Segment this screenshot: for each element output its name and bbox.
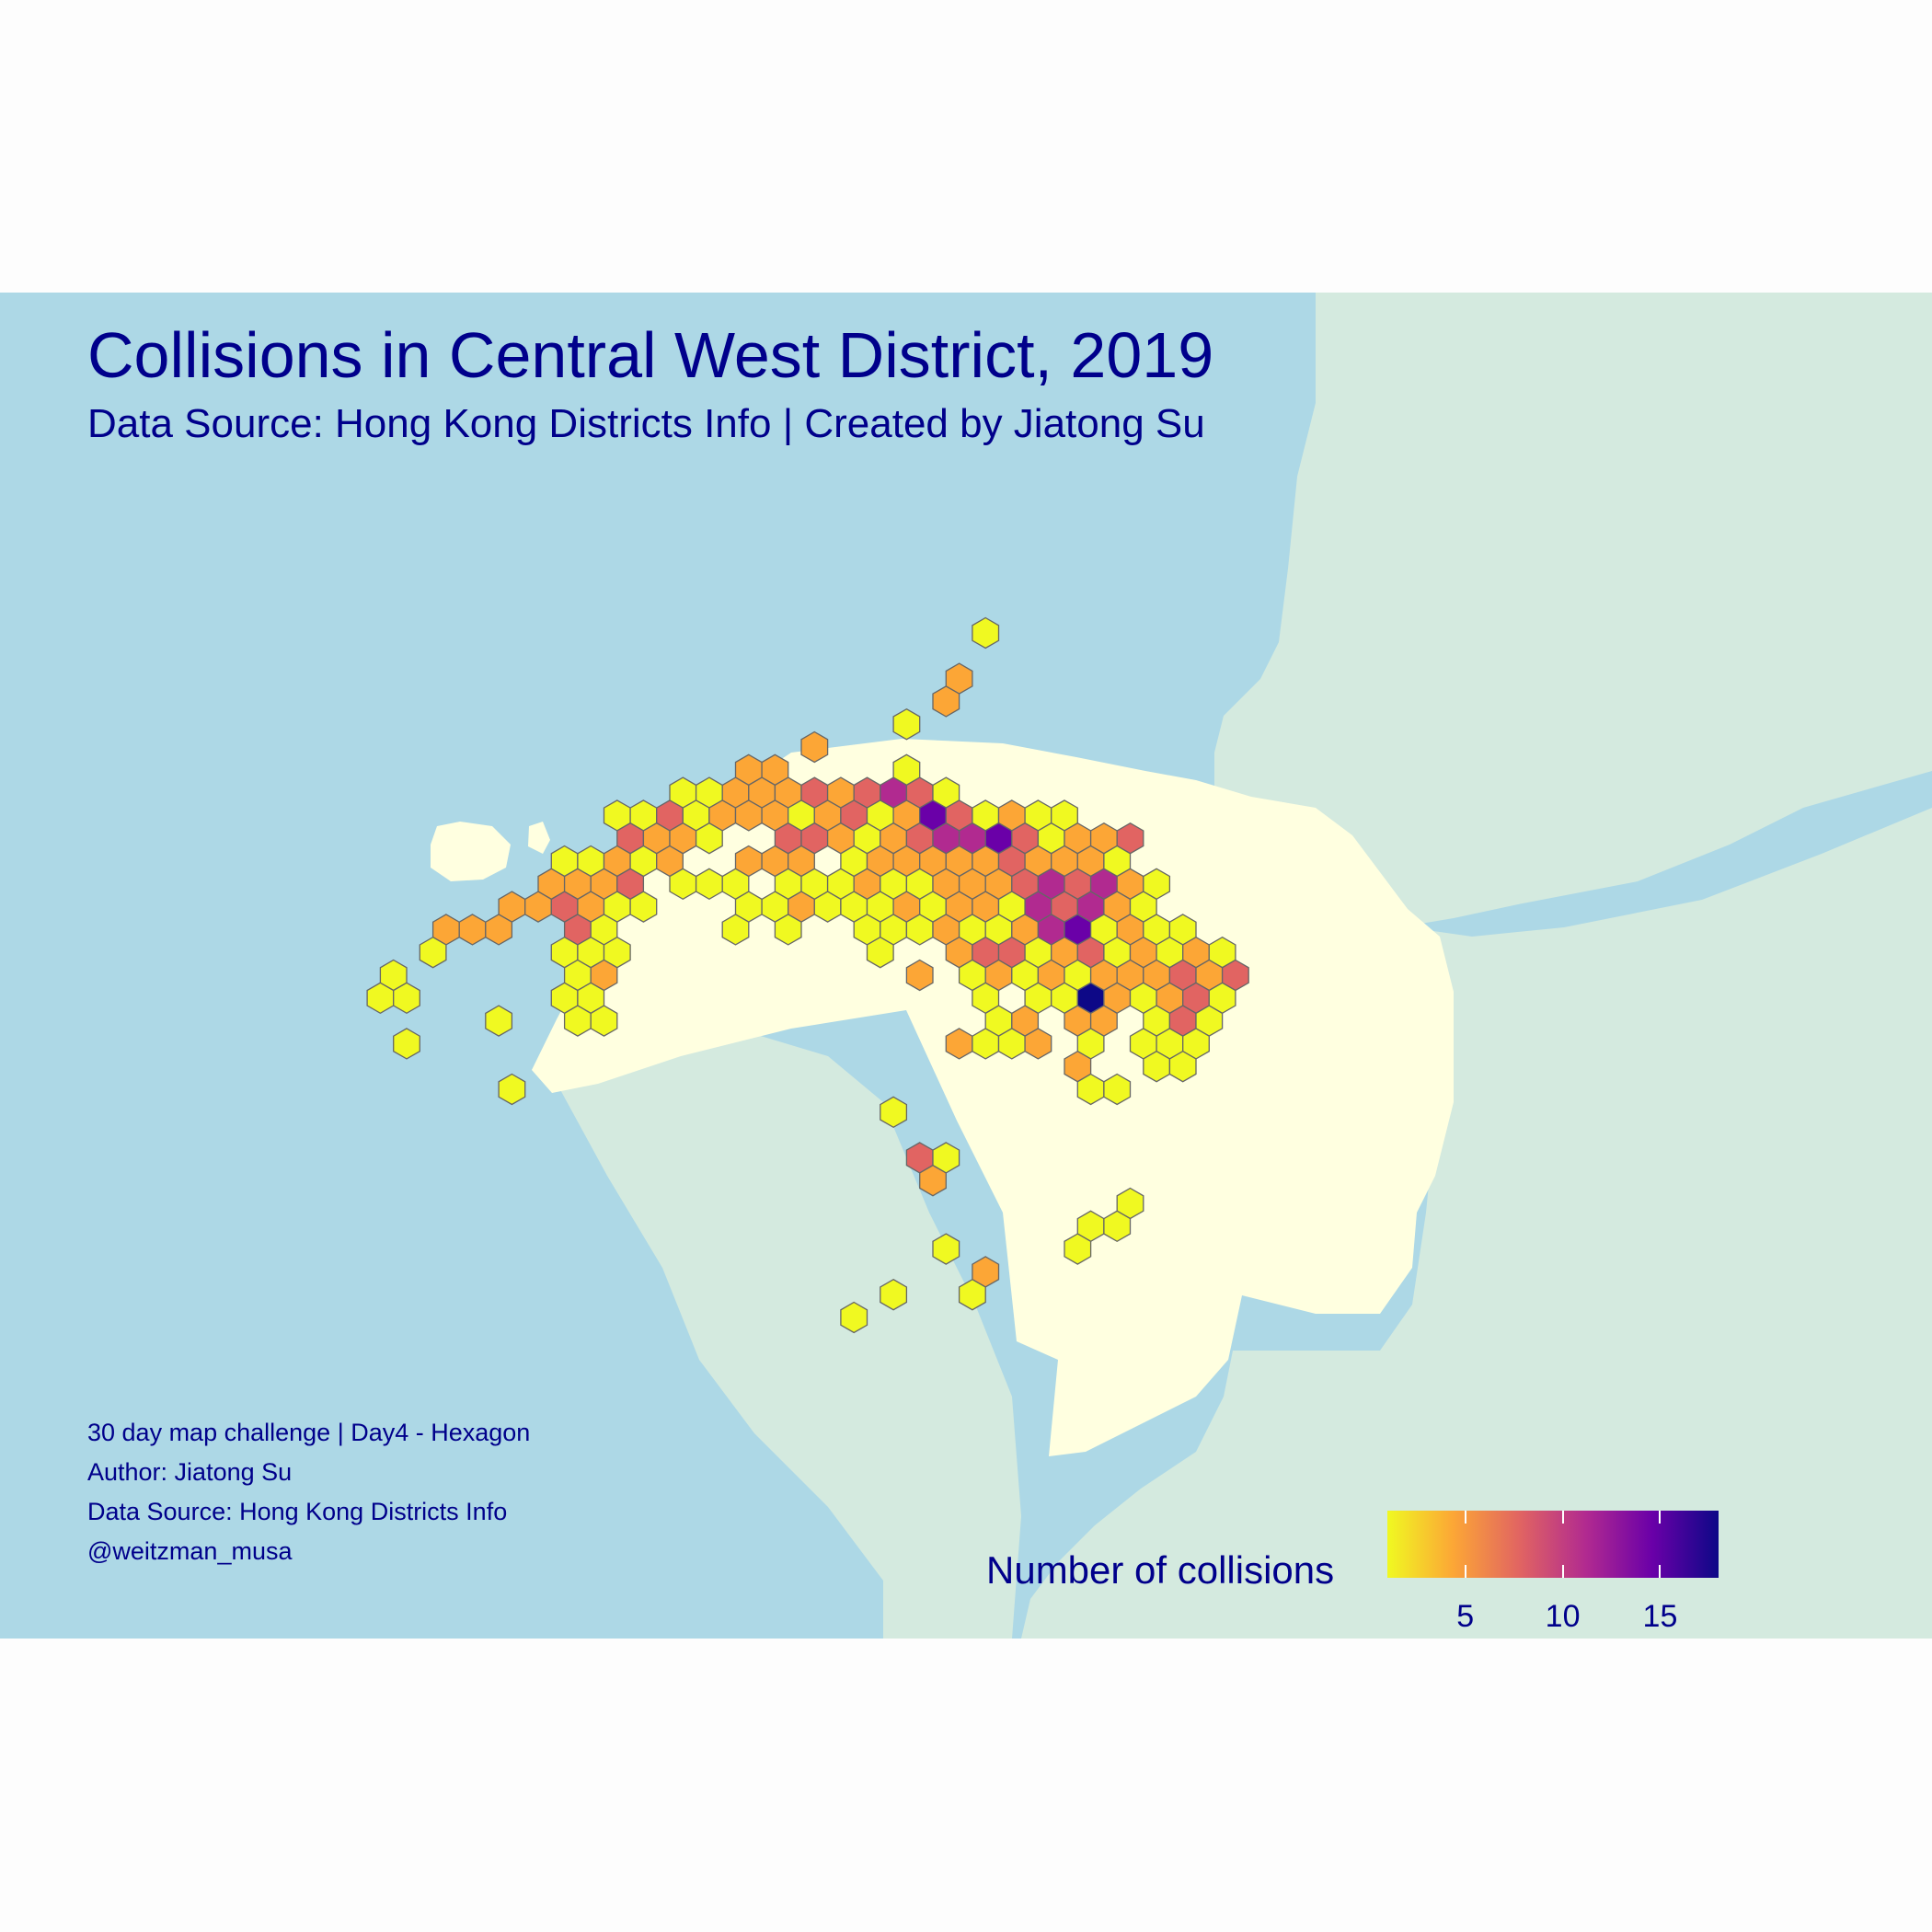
collision-hexagon — [972, 616, 1000, 650]
legend-tick-mark — [1464, 1565, 1466, 1578]
collision-hexagon — [590, 1005, 618, 1037]
legend-tick-mark — [1561, 1511, 1564, 1524]
collision-hex-map[interactable] — [0, 293, 1932, 1639]
island-west-land — [552, 1029, 1021, 1639]
collision-hexagon — [498, 1073, 526, 1106]
caption-block: 30 day map challenge | Day4 - Hexagon Au… — [87, 1413, 530, 1571]
legend-tick-mark — [1464, 1511, 1466, 1524]
kowloon-land — [1214, 293, 1932, 937]
collision-hexagon — [695, 822, 723, 855]
map-title: Collisions in Central West District, 201… — [87, 319, 1214, 391]
collision-hexagon — [905, 959, 934, 992]
collision-hexagon — [880, 1278, 908, 1311]
legend-title: Number of collisions — [986, 1548, 1335, 1592]
caption-line-handle: @weitzman_musa — [87, 1537, 293, 1565]
caption-line-author: Author: Jiatong Su — [87, 1458, 293, 1486]
green-island — [431, 822, 511, 881]
legend-tick-mark — [1659, 1511, 1662, 1524]
collision-hexagon — [800, 730, 829, 764]
island-east-land — [1021, 808, 1932, 1639]
collision-hexagon — [393, 982, 420, 1015]
collision-hexagon — [892, 707, 921, 741]
islet — [528, 822, 550, 854]
collision-hexagon — [880, 1096, 908, 1129]
collision-hexagon — [721, 914, 750, 946]
collision-hexagon — [629, 891, 658, 923]
legend-colorbar — [1387, 1511, 1719, 1578]
caption-line-challenge: 30 day map challenge | Day4 - Hexagon — [87, 1419, 531, 1446]
collision-hexagon — [932, 685, 960, 718]
collision-hexagon — [485, 1005, 513, 1037]
collision-hexagon — [1024, 1028, 1052, 1060]
collision-hexagon — [919, 1164, 947, 1197]
legend-tick-label: 10 — [1545, 1599, 1581, 1634]
legend-tick-label: 5 — [1456, 1599, 1475, 1634]
collision-hexagon — [1168, 1050, 1197, 1083]
central-west-district — [532, 739, 1454, 1456]
collision-hexagon — [932, 1233, 960, 1265]
collision-hexagon — [840, 1301, 868, 1334]
collision-hexagon — [419, 936, 447, 969]
legend-tick-label: 15 — [1642, 1599, 1678, 1634]
collision-hexagon — [1103, 1210, 1132, 1243]
legend-tick-mark — [1561, 1565, 1564, 1578]
legend-tick-mark — [1659, 1565, 1662, 1578]
collision-hexagon — [866, 936, 894, 969]
collision-hexagon — [774, 914, 802, 946]
collision-hexagon — [1064, 1233, 1092, 1265]
hexbin-layer — [366, 616, 1249, 1334]
lamma-land — [1288, 1599, 1748, 1639]
collision-hexagon — [485, 914, 513, 946]
caption-line-source: Data Source: Hong Kong Districts Info — [87, 1498, 508, 1525]
collision-hexagon — [393, 1028, 420, 1060]
map-subtitle: Data Source: Hong Kong Districts Info | … — [87, 401, 1205, 446]
collision-hexagon — [1103, 1073, 1132, 1106]
map-panel[interactable]: Collisions in Central West District, 201… — [0, 293, 1932, 1639]
collision-hexagon — [958, 1278, 986, 1311]
